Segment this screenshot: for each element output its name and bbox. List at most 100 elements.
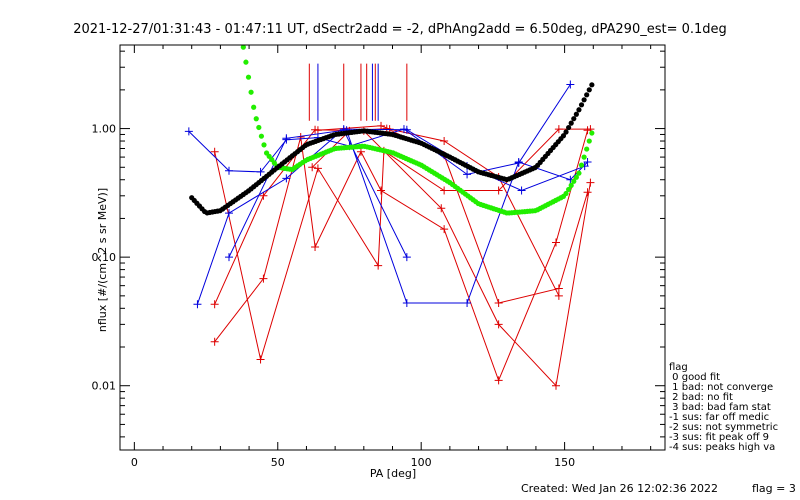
red-series-point [554,284,563,293]
legend-entry-not-symmetric: -2 sus: not symmetric [669,422,778,433]
legend: flag 0 good fit 1 bad: not converge 2 ba… [669,362,778,453]
red-series-line [214,129,591,387]
green-fit-dot [589,130,595,136]
green-fit-dot [256,124,262,131]
red-series-point [374,261,383,270]
red-series-point [494,186,503,195]
red-series-point [259,191,268,200]
black-fit-dot [573,111,579,117]
legend-entry-good-fit: 0 good fit [669,372,720,383]
black-fit-dot [563,129,569,135]
green-fit-dot [573,174,579,180]
green-fit-dot [581,154,587,160]
y-axis: 0.01 0.10 1.00 [92,50,665,438]
black-fit-dot [581,97,587,103]
red-series-point [210,337,219,346]
green-fit-dot [251,104,257,110]
blue-series-point [282,134,291,143]
blue-series-point [256,167,265,176]
red-series-point [377,186,386,195]
x-axis: 0 50 100 150 [131,45,652,469]
red-series-line [317,125,560,297]
red-series-line [214,130,589,382]
y-tick-label: 0.10 [92,251,117,264]
red-series-point [210,300,219,309]
green-fit-dot [576,170,582,176]
blue-series-point [463,170,472,179]
red-series-point [494,298,503,307]
green-fit-dot [245,74,252,80]
black-fit-dot [576,107,582,113]
green-fit-dot [571,178,577,184]
blue-series-point [402,125,411,134]
red-series-point [440,137,449,146]
blue-series-point [225,209,233,218]
black-fit-dot [586,87,592,93]
blue-series-point [514,157,523,166]
x-tick-label: 50 [271,456,285,469]
blue-series-point [282,174,291,183]
red-series-point [552,381,560,390]
blue-series-point [402,298,411,307]
plot-content [184,45,595,390]
red-series-point [440,225,449,234]
black-fit-dot [571,116,577,122]
red-series-point [313,126,322,135]
red-series-point [494,320,503,329]
blue-series-point [517,186,526,195]
red-series-point [259,274,268,283]
x-tick-label: 100 [411,456,432,469]
red-series-point [440,186,449,195]
blue-series-point [225,253,233,262]
green-fit-dot [568,182,574,188]
legend-entry-not-converge: 1 bad: not converge [669,382,773,393]
blue-series-line [188,84,571,175]
blue-series-point [583,157,592,166]
blue-series-point [184,127,193,136]
plot-area [119,44,666,451]
red-series-point [308,163,317,172]
chart-title: 2021-12-27/01:31:43 - 01:47:11 UT, dSect… [73,22,727,37]
black-fit-dot [584,92,590,98]
red-series-point [552,238,560,247]
red-series-point [210,147,219,156]
blue-series-point [566,80,575,89]
red-series-point [256,355,265,364]
red-series-point [554,291,563,300]
legend-entry-far-off-medic: -1 sus: far off medic [669,412,769,423]
y-tick-label: 1.00 [92,123,117,136]
legend-title: flag [669,362,688,373]
red-series-point [356,147,365,156]
red-series-point [377,121,386,130]
x-tick-label: 0 [131,456,138,469]
x-axis-label: PA [deg] [370,467,416,480]
blue-series-line [346,130,588,304]
black-fit-dot [560,133,567,139]
green-fit-dot [240,45,246,50]
green-fit-dot [243,59,249,65]
green-fit-dot [586,138,592,144]
red-series-point [554,125,563,134]
legend-entry-bad-fam-stat: 3 bad: bad fam stat [669,402,771,413]
blue-series-line [196,128,585,305]
black-fit-dot [568,120,574,126]
y-axis-label: nflux [#/(cm^2 s sr MeV)] [96,188,109,332]
black-fit-dot [566,124,572,131]
red-series-line [214,128,591,362]
red-series-point [586,178,595,187]
black-fit-dot [589,82,595,88]
blue-series-point [193,300,202,309]
legend-entry-peaks-high: -4 sus: peaks high va [669,442,775,453]
legend-entry-no-fit: 2 bad: no fit [669,392,733,403]
black-fit-dot [578,102,585,108]
blue-series-point [402,253,411,262]
blue-series-line [228,129,408,258]
green-fit-dot [258,133,265,139]
green-fit-dot [261,142,267,148]
legend-entry-fit-peak-off: -3 sus: fit peak off 9 [669,432,769,443]
green-fit-dot [563,190,569,197]
blue-series-point [463,298,472,307]
red-series-point [311,242,320,251]
green-fit-dot [253,116,259,122]
